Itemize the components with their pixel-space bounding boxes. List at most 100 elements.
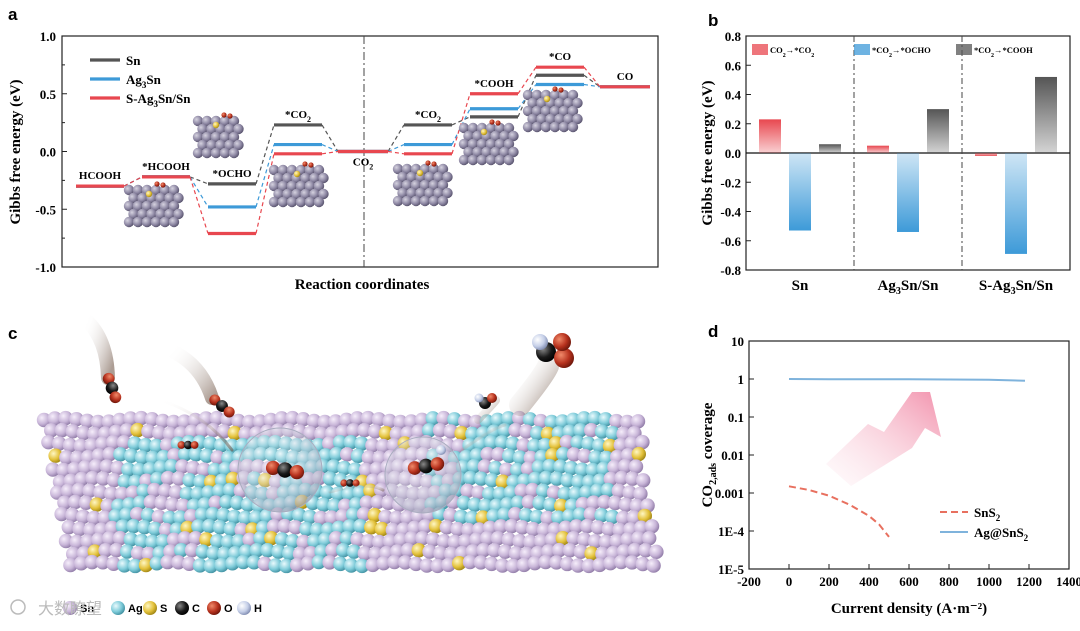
series-line-SnS2 — [788, 485, 890, 538]
cluster-atom — [150, 184, 162, 196]
slab-atom — [646, 558, 661, 573]
slab-atom — [553, 459, 568, 474]
slab-atom — [84, 438, 99, 453]
slab-atom — [112, 530, 128, 546]
cluster-o-atom — [221, 112, 227, 118]
slab-atom — [620, 532, 635, 547]
connector-Sn-5 — [451, 116, 471, 126]
slab-atom — [130, 422, 145, 438]
legend-label-ocho: *CO2→*OCHO — [872, 45, 931, 59]
slab-atom — [530, 426, 545, 441]
slab-atom — [382, 534, 398, 549]
slab-atom — [62, 438, 78, 453]
panel-b-chart: 0.8 0.6 0.4 0.2 0.0 -0.2 -0.4 -0.6 -0.8 Sn Ag3Sn/… — [700, 29, 1071, 297]
slab-atom — [71, 482, 87, 498]
slab-atom — [649, 544, 664, 560]
oxygen-atom — [430, 457, 445, 471]
connector-Sn-2 — [255, 124, 275, 185]
cluster-atom — [123, 184, 135, 196]
slab-atom — [72, 521, 87, 537]
y-tick-label: 0.0 — [40, 145, 56, 160]
cluster-atom — [128, 192, 139, 204]
panel-c-illustration: Sn Ag S C O H 大数瞭望 — [10, 313, 664, 618]
slab-atom — [529, 509, 544, 525]
cluster-cooh — [458, 119, 519, 166]
panel-a-chart: 1.0 0.5 0.0 -0.5 -1.0 HCOOH *HCOOH *OCHO *CO2 CO… — [8, 29, 659, 293]
slab-atom — [480, 446, 495, 462]
slab-atom — [636, 473, 651, 488]
slab-atom — [600, 482, 616, 498]
x-tick-label: 200 — [819, 574, 839, 589]
slab-atom — [607, 459, 622, 475]
slab-atom — [104, 486, 119, 501]
slab-atom — [274, 532, 290, 547]
slab-atom — [344, 558, 359, 573]
slab-atom — [126, 518, 141, 534]
slab-atom — [367, 507, 382, 523]
cluster-atom — [428, 195, 440, 207]
legend-label-H: H — [254, 603, 262, 615]
watermark-icon — [10, 599, 26, 615]
slab-atom — [527, 438, 542, 454]
slab-atom — [425, 411, 440, 426]
slab-atom — [253, 531, 268, 546]
cluster-atom — [536, 113, 547, 125]
slab-atom — [114, 486, 130, 502]
slab-atom — [450, 521, 465, 537]
trail-1 — [79, 313, 115, 385]
slab-atom — [164, 458, 179, 474]
cluster-atom — [401, 163, 413, 175]
cluster-s-atom — [416, 169, 424, 177]
connector-S-Ag3Sn/Sn-3 — [321, 150, 339, 155]
slab-atom — [160, 438, 175, 453]
legend-label-Ag: Ag — [128, 603, 143, 615]
slab-atom — [224, 438, 240, 454]
slab-atom — [544, 414, 559, 430]
slab-atom — [376, 438, 391, 454]
oxygen-atom — [109, 391, 122, 404]
cluster-o-atom — [302, 161, 308, 167]
slab-atom — [361, 450, 376, 465]
slab-atom — [522, 412, 538, 427]
slab-atom — [97, 510, 113, 525]
slab-atom — [138, 438, 153, 453]
state-label: CO2 — [353, 157, 374, 172]
cluster-atom — [572, 113, 583, 125]
slab-atom — [566, 447, 582, 462]
slab-atom — [454, 425, 469, 441]
slab-atom — [629, 498, 644, 514]
slab-atom — [480, 531, 495, 546]
y-tick-label: 0.4 — [725, 88, 742, 103]
slab-atom — [520, 461, 536, 476]
slab-atom — [624, 436, 639, 451]
cluster-atom — [219, 147, 231, 159]
cluster-atom — [481, 146, 492, 158]
panel-d-legend: SnS2 Ag@SnS2 — [940, 505, 1029, 543]
cluster-o-atom — [425, 160, 431, 166]
cluster-atom — [268, 180, 280, 192]
cluster-atom — [467, 138, 479, 150]
cluster-atom — [233, 139, 244, 151]
slab-atom — [80, 534, 95, 549]
cluster-atom — [433, 187, 444, 199]
connector-Sn-4 — [387, 124, 405, 152]
cluster-atom — [150, 216, 162, 228]
cluster-atom — [397, 187, 408, 199]
cluster-atom — [192, 131, 204, 143]
cluster-atom — [549, 105, 561, 117]
slab-atom — [166, 532, 182, 547]
slab-atom — [482, 486, 497, 502]
cluster-atom — [554, 113, 565, 125]
slab-atom — [140, 507, 156, 523]
slab-atom — [346, 507, 361, 522]
slab-atom — [592, 557, 607, 573]
slab-atom — [52, 436, 67, 451]
slab-atom — [171, 471, 186, 486]
cluster-atom — [554, 97, 565, 109]
y-tick-label: 0.001 — [715, 486, 744, 501]
slab-atom — [203, 558, 218, 574]
cluster-atom — [150, 200, 162, 212]
slab-atom — [318, 448, 333, 463]
cluster-atom — [437, 195, 449, 207]
panel-a-x-label: Reaction coordinates — [295, 277, 430, 293]
